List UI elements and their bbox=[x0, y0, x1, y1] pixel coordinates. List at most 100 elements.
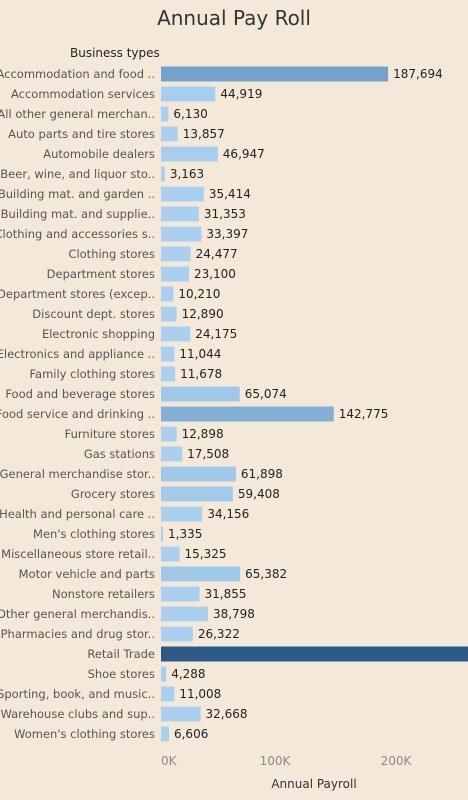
category-label: Department stores bbox=[47, 267, 155, 281]
bar bbox=[161, 626, 193, 642]
category-label: Accommodation services bbox=[11, 87, 155, 101]
bar bbox=[161, 86, 216, 102]
bar bbox=[161, 386, 240, 402]
bar bbox=[161, 166, 165, 182]
bar bbox=[161, 526, 163, 542]
x-tick-label: 0K bbox=[161, 754, 178, 768]
category-label: Shoe stores bbox=[88, 667, 155, 681]
bar bbox=[161, 426, 177, 442]
bar bbox=[161, 646, 468, 662]
bar bbox=[161, 486, 233, 502]
bar bbox=[161, 326, 191, 342]
bar bbox=[161, 66, 389, 82]
bar bbox=[161, 586, 200, 602]
data-label: 32,668 bbox=[206, 707, 248, 721]
data-label: 10,210 bbox=[178, 287, 220, 301]
category-label: All other general merchan.. bbox=[0, 107, 155, 121]
category-label: Electronic shopping bbox=[42, 327, 155, 341]
data-label: 44,919 bbox=[220, 87, 262, 101]
category-label: Health and personal care .. bbox=[0, 507, 155, 521]
data-label: 187,694 bbox=[393, 67, 443, 81]
category-label: Clothing stores bbox=[68, 247, 155, 261]
category-label: Furniture stores bbox=[65, 427, 155, 441]
data-label: 13,857 bbox=[183, 127, 225, 141]
data-label: 23,100 bbox=[194, 267, 236, 281]
category-label: General merchandise stor.. bbox=[0, 467, 155, 481]
data-label: 31,353 bbox=[204, 207, 246, 221]
data-label: 4,288 bbox=[171, 667, 205, 681]
data-label: 31,855 bbox=[205, 587, 247, 601]
data-label: 12,898 bbox=[182, 427, 224, 441]
bar bbox=[161, 366, 176, 382]
bar bbox=[161, 406, 334, 422]
data-label: 59,408 bbox=[238, 487, 280, 501]
data-label: 12,890 bbox=[182, 307, 224, 321]
data-label: 65,382 bbox=[245, 567, 287, 581]
data-label: 61,898 bbox=[241, 467, 283, 481]
category-label: Discount dept. stores bbox=[32, 307, 155, 321]
category-label: Pharmacies and drug stor.. bbox=[1, 627, 155, 641]
category-label: Accommodation and food .. bbox=[0, 67, 155, 81]
bar bbox=[161, 306, 177, 322]
bar bbox=[161, 706, 201, 722]
bar bbox=[161, 286, 174, 302]
category-label: Women's clothing stores bbox=[14, 727, 155, 741]
category-label: Men's clothing stores bbox=[33, 527, 155, 541]
category-label: Family clothing stores bbox=[29, 367, 155, 381]
row-header: Business types bbox=[70, 46, 160, 60]
category-label: Clothing and accessories s.. bbox=[0, 227, 155, 241]
category-label: Miscellaneous store retail.. bbox=[1, 547, 155, 561]
category-label: Sporting, book, and music.. bbox=[0, 687, 155, 701]
bar bbox=[161, 226, 202, 242]
data-label: 15,325 bbox=[185, 547, 227, 561]
bar bbox=[161, 106, 169, 122]
data-label: 142,775 bbox=[339, 407, 389, 421]
bar bbox=[161, 246, 191, 262]
x-tick-label: 200K bbox=[381, 754, 413, 768]
category-label: Building mat. and supplie.. bbox=[1, 207, 155, 221]
category-label: Other general merchandis.. bbox=[0, 607, 155, 621]
bar bbox=[161, 266, 189, 282]
bar bbox=[161, 146, 218, 162]
bar bbox=[161, 686, 175, 702]
data-label: 34,156 bbox=[207, 507, 249, 521]
category-label: Food and beverage stores bbox=[5, 387, 155, 401]
data-label: 24,477 bbox=[196, 247, 238, 261]
category-label: Retail Trade bbox=[87, 647, 155, 661]
category-label: Grocery stores bbox=[71, 487, 155, 501]
data-label: 6,130 bbox=[173, 107, 207, 121]
bar bbox=[161, 546, 180, 562]
bar bbox=[161, 726, 169, 742]
category-label: Motor vehicle and parts bbox=[19, 567, 155, 581]
data-label: 17,508 bbox=[187, 447, 229, 461]
data-label: 33,397 bbox=[206, 227, 248, 241]
bar bbox=[161, 566, 241, 582]
bar bbox=[161, 186, 204, 202]
data-label: 38,798 bbox=[213, 607, 255, 621]
category-label: Food service and drinking .. bbox=[0, 407, 155, 421]
category-label: Nonstore retailers bbox=[52, 587, 155, 601]
bar bbox=[161, 206, 199, 222]
data-label: 11,044 bbox=[179, 347, 221, 361]
category-label: Gas stations bbox=[84, 447, 155, 461]
x-tick-label: 100K bbox=[260, 754, 292, 768]
bar bbox=[161, 666, 167, 682]
bar bbox=[161, 506, 203, 522]
bar bbox=[161, 606, 208, 622]
data-label: 35,414 bbox=[209, 187, 251, 201]
data-label: 1,335 bbox=[168, 527, 202, 541]
bar bbox=[161, 466, 236, 482]
data-label: 11,678 bbox=[180, 367, 222, 381]
category-label: Automobile dealers bbox=[43, 147, 155, 161]
category-label: Warehouse clubs and sup.. bbox=[0, 707, 155, 721]
data-label: 24,175 bbox=[195, 327, 237, 341]
category-label: Electronics and appliance .. bbox=[0, 347, 155, 361]
chart-title: Annual Pay Roll bbox=[157, 6, 311, 30]
bar bbox=[161, 126, 178, 142]
data-label: 6,606 bbox=[174, 727, 208, 741]
data-label: 46,947 bbox=[223, 147, 265, 161]
data-label: 26,322 bbox=[198, 627, 240, 641]
category-label: Department stores (excep.. bbox=[0, 287, 155, 301]
x-axis-title: Annual Payroll bbox=[271, 777, 357, 791]
